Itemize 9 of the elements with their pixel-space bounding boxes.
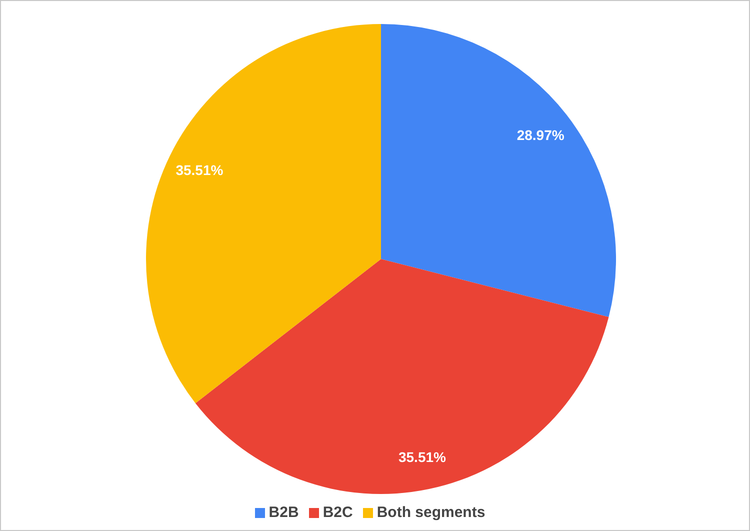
pie-slice (195, 259, 609, 494)
legend-label: B2C (322, 504, 353, 521)
data-label: 35.51% (398, 448, 447, 465)
data-label: 28.97% (516, 126, 565, 143)
data-label: 35.51% (176, 162, 224, 178)
legend-label: B2B (268, 504, 299, 521)
pie-slice (146, 24, 381, 404)
legend-label: Both segments (376, 504, 486, 521)
pie-slice (381, 24, 616, 318)
